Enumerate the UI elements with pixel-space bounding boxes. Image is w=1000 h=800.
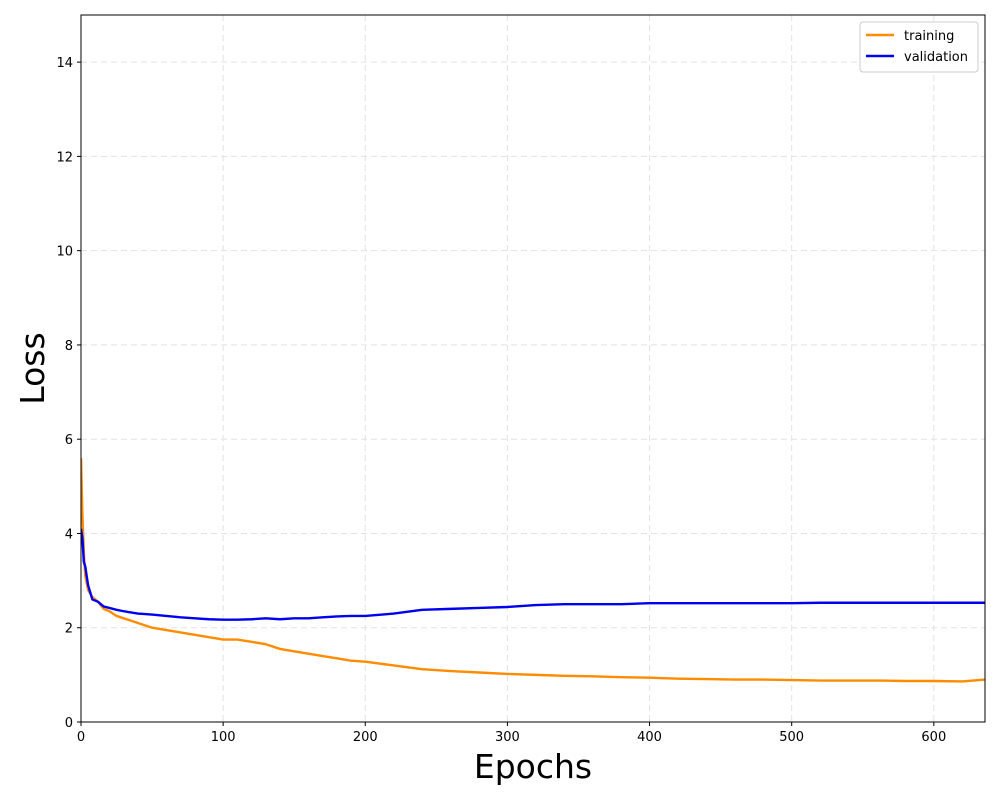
y-tick-label: 4 bbox=[65, 527, 73, 542]
y-tick-label: 8 bbox=[65, 339, 73, 354]
x-tick-label: 300 bbox=[495, 730, 520, 745]
series-layer bbox=[81, 458, 985, 683]
training-series-line bbox=[81, 458, 985, 683]
legend: training validation bbox=[859, 21, 979, 73]
y-tick-label: 6 bbox=[65, 433, 73, 448]
x-axis-label: Epochs bbox=[474, 747, 592, 786]
y-axis-label: Loss bbox=[13, 332, 52, 404]
y-tick-label: 14 bbox=[56, 56, 73, 71]
y-tick-label: 10 bbox=[56, 245, 73, 260]
x-tick-label: 100 bbox=[211, 730, 236, 745]
y-tick-label: 2 bbox=[65, 622, 73, 637]
validation-series-line bbox=[81, 528, 985, 621]
legend-label: validation bbox=[904, 50, 968, 65]
ticks: 0 100 200 300 400 500 600 0 2 4 6 8 10 12 14 bbox=[56, 56, 946, 745]
x-tick-label: 400 bbox=[637, 730, 662, 745]
legend-label: training bbox=[904, 29, 954, 44]
x-tick-label: 200 bbox=[353, 730, 378, 745]
x-tick-label: 600 bbox=[921, 730, 946, 745]
y-tick-label: 0 bbox=[65, 716, 73, 731]
y-tick-label: 12 bbox=[56, 150, 73, 165]
x-tick-label: 0 bbox=[77, 730, 85, 745]
plot-frame bbox=[80, 14, 986, 723]
x-tick-label: 500 bbox=[779, 730, 804, 745]
